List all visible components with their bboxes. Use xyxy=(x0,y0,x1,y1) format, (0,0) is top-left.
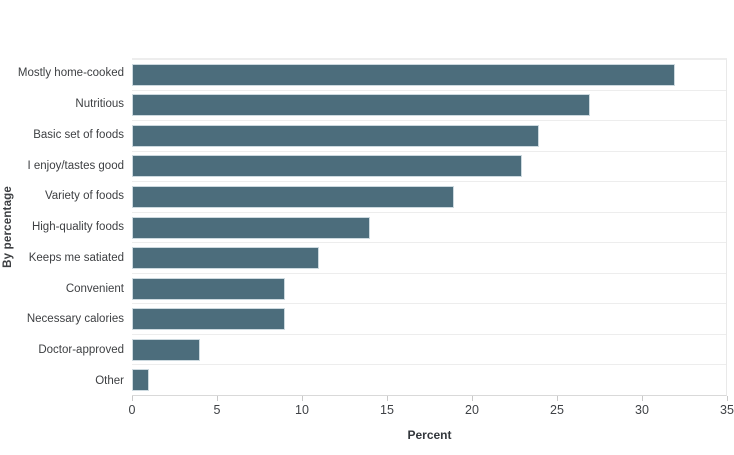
category-label: Doctor-approved xyxy=(38,343,124,356)
x-tick-label: 15 xyxy=(380,403,394,417)
category-label: High-quality foods xyxy=(31,221,124,234)
category-label: Basic set of foods xyxy=(33,128,124,141)
x-tick-label: 20 xyxy=(465,403,479,417)
x-axis: 0 5 10 15 20 25 30 35 xyxy=(128,396,734,422)
category-labels-column: Mostly home-cooked Nutritious Basic set … xyxy=(0,58,124,396)
category-label: I enjoy/tastes good xyxy=(27,159,124,172)
x-tick-mark xyxy=(727,396,728,401)
bar-row xyxy=(132,365,726,395)
x-tick-mark xyxy=(472,396,473,401)
plot-area xyxy=(132,58,727,396)
bar xyxy=(132,369,149,392)
bar xyxy=(132,185,455,208)
x-tick-mark xyxy=(387,396,388,401)
bar-row xyxy=(132,243,726,274)
bar xyxy=(132,155,523,178)
bar-row xyxy=(132,152,726,183)
bar-row xyxy=(132,274,726,305)
x-tick-label: 25 xyxy=(550,403,564,417)
x-tick-label: 10 xyxy=(295,403,309,417)
x-tick-mark xyxy=(132,396,133,401)
category-label: Convenient xyxy=(65,282,124,295)
x-tick-mark xyxy=(217,396,218,401)
bar xyxy=(132,63,676,86)
bar-row xyxy=(132,213,726,244)
bar-row xyxy=(132,60,726,91)
bar xyxy=(132,338,200,361)
bar-row xyxy=(132,304,726,335)
bar xyxy=(132,94,591,117)
bar-row xyxy=(132,182,726,213)
bar-row xyxy=(132,91,726,122)
x-tick-mark xyxy=(642,396,643,401)
category-label: Mostly home-cooked xyxy=(17,67,124,80)
bar xyxy=(132,247,319,270)
x-axis-title: Percent xyxy=(407,428,452,442)
x-tick-mark xyxy=(557,396,558,401)
x-tick-label: 30 xyxy=(635,403,649,417)
bar-row xyxy=(132,335,726,366)
x-tick-label: 0 xyxy=(128,403,136,417)
bar-row xyxy=(132,121,726,152)
bar xyxy=(132,277,285,300)
category-label: Variety of foods xyxy=(44,190,124,203)
bar xyxy=(132,308,285,331)
bar xyxy=(132,216,370,239)
category-label: Other xyxy=(95,374,124,387)
category-label: Keeps me satiated xyxy=(28,251,124,264)
x-tick-label: 35 xyxy=(720,403,734,417)
category-label: Nutritious xyxy=(75,98,124,111)
bar xyxy=(132,124,540,147)
x-tick-label: 5 xyxy=(213,403,221,417)
x-tick-mark xyxy=(302,396,303,401)
category-label: Necessary calories xyxy=(26,313,124,326)
